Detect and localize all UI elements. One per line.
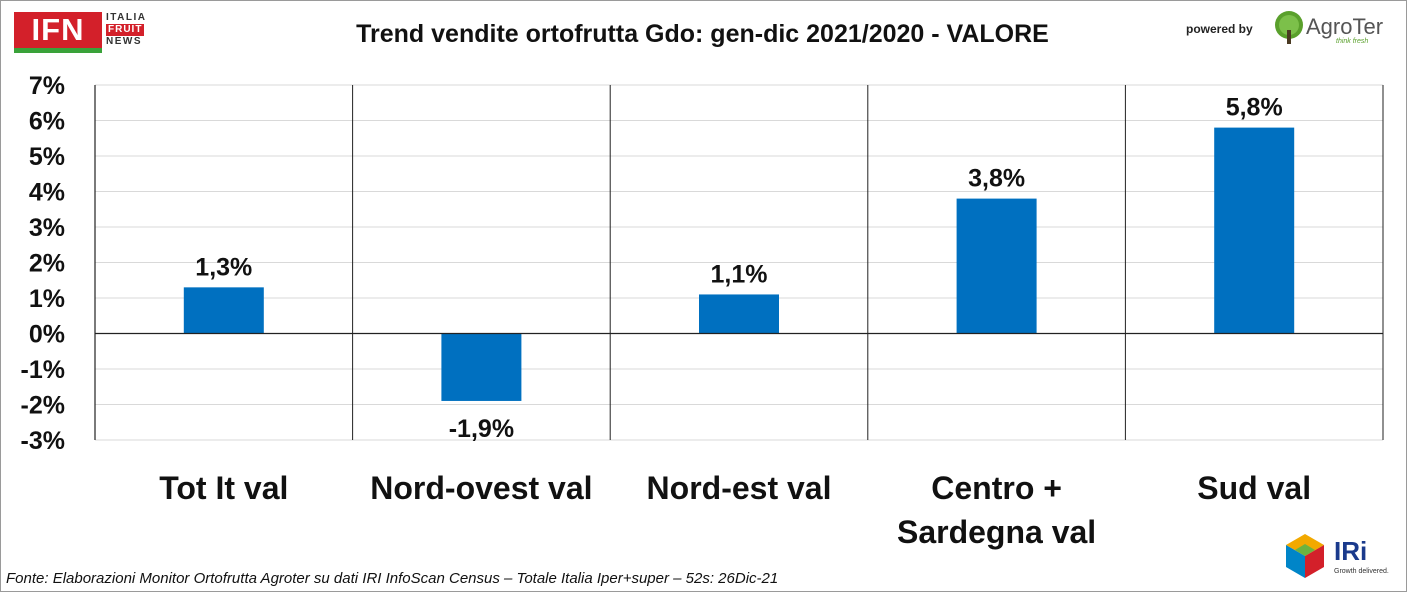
x-category-label: Sud val — [1197, 470, 1311, 506]
iri-tagline: Growth delivered. — [1334, 568, 1389, 575]
y-tick-label: 0% — [29, 321, 65, 349]
bar — [956, 198, 1037, 334]
x-category-label: Nord-est val — [647, 470, 832, 506]
data-label: -1,9% — [449, 415, 514, 443]
bar — [1214, 127, 1295, 334]
ifn-logo: IFN ITALIA FRUIT NEWS — [14, 12, 166, 53]
ifn-line-fruit: FRUIT — [106, 24, 145, 36]
ifn-line-italia: ITALIA — [106, 12, 147, 23]
y-tick-label: -2% — [21, 392, 65, 420]
agroter-name: AgroTer — [1306, 14, 1384, 39]
powered-by-label: powered by — [1186, 22, 1253, 36]
x-category-label: Sardegna val — [897, 514, 1096, 550]
y-tick-label: 3% — [29, 214, 65, 242]
y-tick-label: -3% — [21, 427, 65, 455]
ifn-logo-stripe — [14, 48, 102, 53]
iri-name: IRi — [1334, 536, 1368, 566]
agroter-logo: AgroTer think fresh — [1270, 8, 1400, 48]
ifn-line-news: NEWS — [106, 36, 142, 47]
x-category-label: Nord-ovest val — [370, 470, 592, 506]
y-tick-label: 7% — [29, 72, 65, 100]
x-category-label: Centro + — [931, 470, 1062, 506]
source-note: Fonte: Elaborazioni Monitor Ortofrutta A… — [6, 570, 779, 587]
data-label: 1,1% — [711, 260, 768, 288]
labels: 7% 6% 5% 4% 3% 2% 1% 0% -1% -2% -3% 1,3% Tot It val -… — [21, 72, 1312, 550]
x-category-label: Tot It val — [159, 470, 288, 506]
gridlines — [95, 84, 1383, 441]
bar — [183, 287, 264, 334]
tree-icon — [1275, 11, 1303, 44]
axes — [94, 85, 1384, 440]
agroter-tagline: think fresh — [1336, 38, 1369, 45]
bar — [699, 294, 779, 334]
chart-title: Trend vendite ortofrutta Gdo: gen-dic 20… — [356, 20, 1049, 48]
bar — [441, 333, 522, 401]
bars — [183, 127, 1295, 401]
y-tick-label: 1% — [29, 285, 65, 313]
ifn-logo-mark: IFN — [14, 12, 102, 48]
y-tick-label: 4% — [29, 179, 65, 207]
ifn-logo-wordmark: ITALIA FRUIT NEWS — [106, 12, 166, 48]
y-tick-label: 6% — [29, 108, 65, 136]
data-label: 3,8% — [968, 165, 1025, 193]
data-label: 1,3% — [195, 253, 252, 281]
data-label: 5,8% — [1226, 94, 1283, 122]
iri-cube-icon — [1286, 534, 1324, 578]
y-tick-label: -1% — [21, 356, 65, 384]
iri-logo: IRi Growth delivered. — [1282, 532, 1392, 582]
y-tick-label: 5% — [29, 143, 65, 171]
y-tick-label: 2% — [29, 250, 65, 278]
